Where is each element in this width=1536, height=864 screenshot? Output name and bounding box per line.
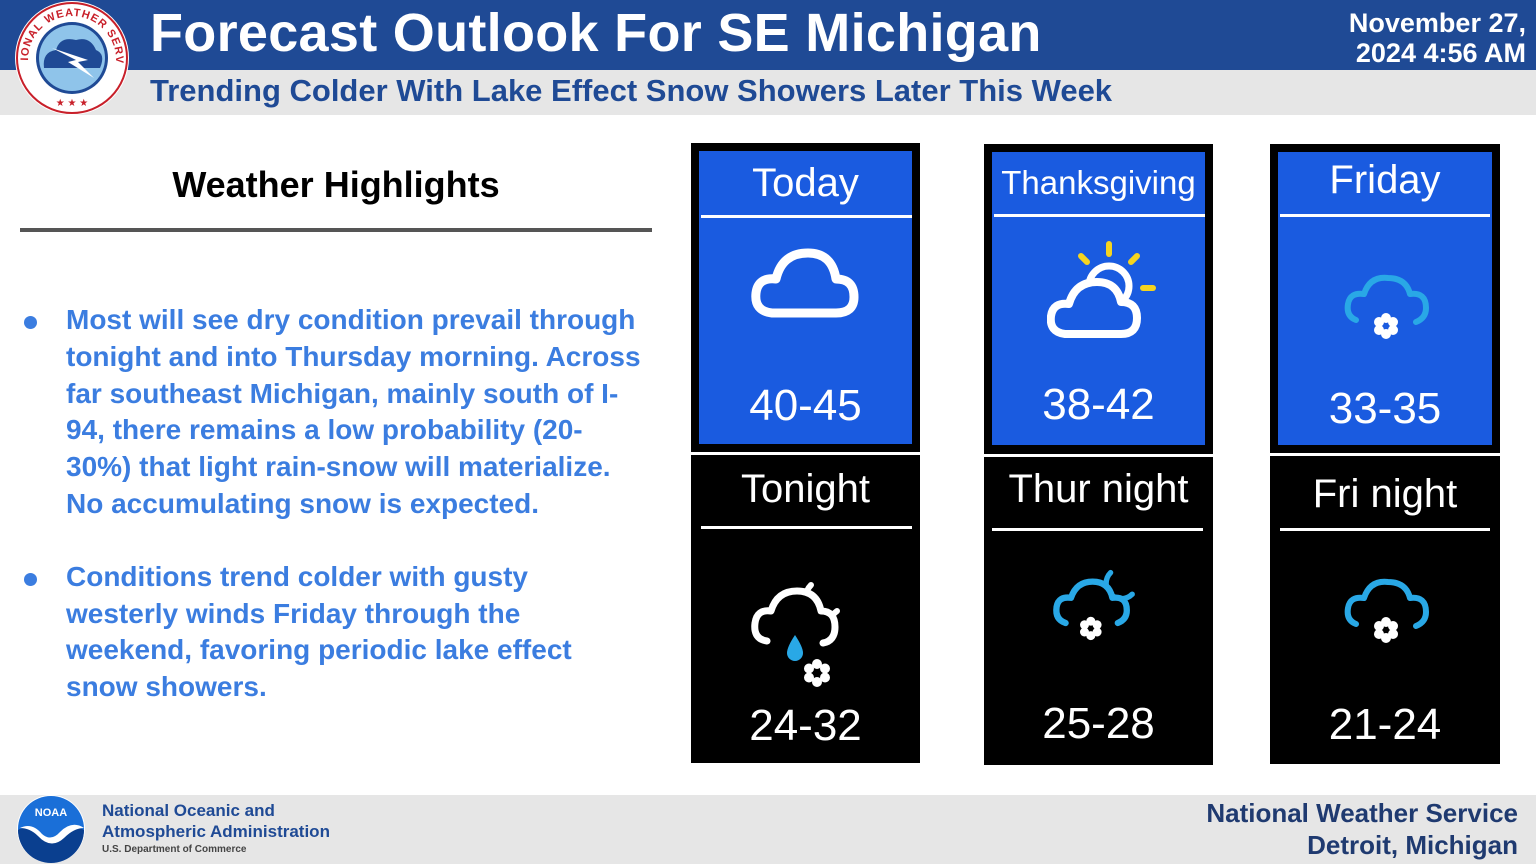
noaa-name-line2: Atmospheric Administration — [102, 822, 330, 841]
forecast-temp: 24-32 — [749, 701, 862, 750]
snow-cloud-icon — [1344, 274, 1429, 339]
forecast-temp: 33-35 — [1328, 384, 1442, 433]
nws-office-line2: Detroit, Michigan — [1307, 830, 1518, 860]
forecast-card-panel: Today 40-45 — [699, 151, 912, 444]
forecast-card-fri-night: Fri night 21-24 — [1270, 456, 1500, 764]
partly-sunny-icon — [1047, 241, 1156, 338]
page-subtitle: Trending Colder With Lake Effect Snow Sh… — [150, 73, 1113, 108]
forecast-card-friday: Friday 33-35 — [1270, 144, 1500, 453]
forecast-card-divider — [994, 214, 1205, 217]
page-title: Forecast Outlook For SE Michigan — [150, 3, 1042, 63]
forecast-card-thanksgiving: Thanksgiving 38-42 — [984, 144, 1213, 454]
highlight-item: Conditions trend colder with gusty weste… — [24, 559, 644, 706]
forecast-card-divider — [701, 215, 912, 218]
nws-office: National Weather Service Detroit, Michig… — [1206, 797, 1518, 861]
highlight-item: Most will see dry condition prevail thro… — [24, 302, 644, 523]
nws-logo-icon: NATIONAL WEATHER SERVICE ★ ★ ★ — [12, 0, 129, 115]
forecast-period-label: Friday — [1329, 158, 1441, 202]
night-rain-snow-icon — [751, 582, 840, 687]
issue-date-line1: November 27, — [1348, 8, 1526, 38]
snow-cloud-icon — [1344, 578, 1429, 643]
noaa-logo-icon: NOAA — [17, 795, 85, 863]
forecast-card-tonight: Tonight 24-32 — [691, 455, 920, 763]
forecast-card-today: Today 40-45 — [691, 143, 920, 452]
forecast-period-label: Thanksgiving — [1001, 164, 1196, 201]
highlights-divider — [20, 228, 652, 232]
forecast-card-divider — [701, 526, 912, 529]
noaa-name: National Oceanic and Atmospheric Adminis… — [102, 800, 330, 842]
bullet-dot-icon — [24, 572, 37, 586]
forecast-temp: 40-45 — [749, 381, 862, 430]
noaa-department: U.S. Department of Commerce — [102, 844, 247, 855]
forecast-period-label: Tonight — [741, 467, 870, 511]
forecast-card-divider — [1280, 528, 1490, 531]
noaa-name-line1: National Oceanic and — [102, 801, 275, 820]
forecast-temp: 38-42 — [1042, 380, 1155, 429]
night-snow-icon — [1053, 569, 1135, 641]
forecast-card-divider — [1280, 214, 1490, 217]
issue-date: November 27, 2024 4:56 AM — [1226, 8, 1526, 68]
highlights-list: Most will see dry condition prevail thro… — [24, 302, 644, 742]
cloud-icon — [751, 248, 859, 318]
forecast-period-label: Today — [752, 161, 859, 205]
forecast-card-divider — [992, 528, 1203, 531]
highlight-text: Conditions trend colder with gusty weste… — [66, 560, 572, 703]
forecast-period-label: Fri night — [1312, 472, 1458, 516]
footer-bar — [0, 795, 1536, 864]
highlight-text: Most will see dry condition prevail thro… — [66, 304, 641, 519]
forecast-period-label: Thur night — [1008, 467, 1189, 511]
subheader-bar — [0, 70, 1536, 115]
bullet-dot-icon — [24, 316, 37, 329]
forecast-temp: 25-28 — [1042, 699, 1155, 748]
forecast-card-panel: Friday 33-35 — [1278, 152, 1492, 445]
header-bar — [0, 0, 1536, 70]
svg-text:★ ★ ★: ★ ★ ★ — [56, 98, 88, 109]
nws-office-line1: National Weather Service — [1206, 798, 1518, 828]
forecast-card-panel: Thanksgiving 38-42 — [992, 152, 1205, 445]
highlights-title: Weather Highlights — [172, 164, 500, 205]
forecast-card-thur-night: Thur night 25-28 — [984, 457, 1213, 765]
noaa-logo-text: NOAA — [35, 807, 67, 819]
issue-date-line2: 2024 4:56 AM — [1355, 38, 1526, 68]
forecast-temp: 21-24 — [1328, 700, 1442, 749]
